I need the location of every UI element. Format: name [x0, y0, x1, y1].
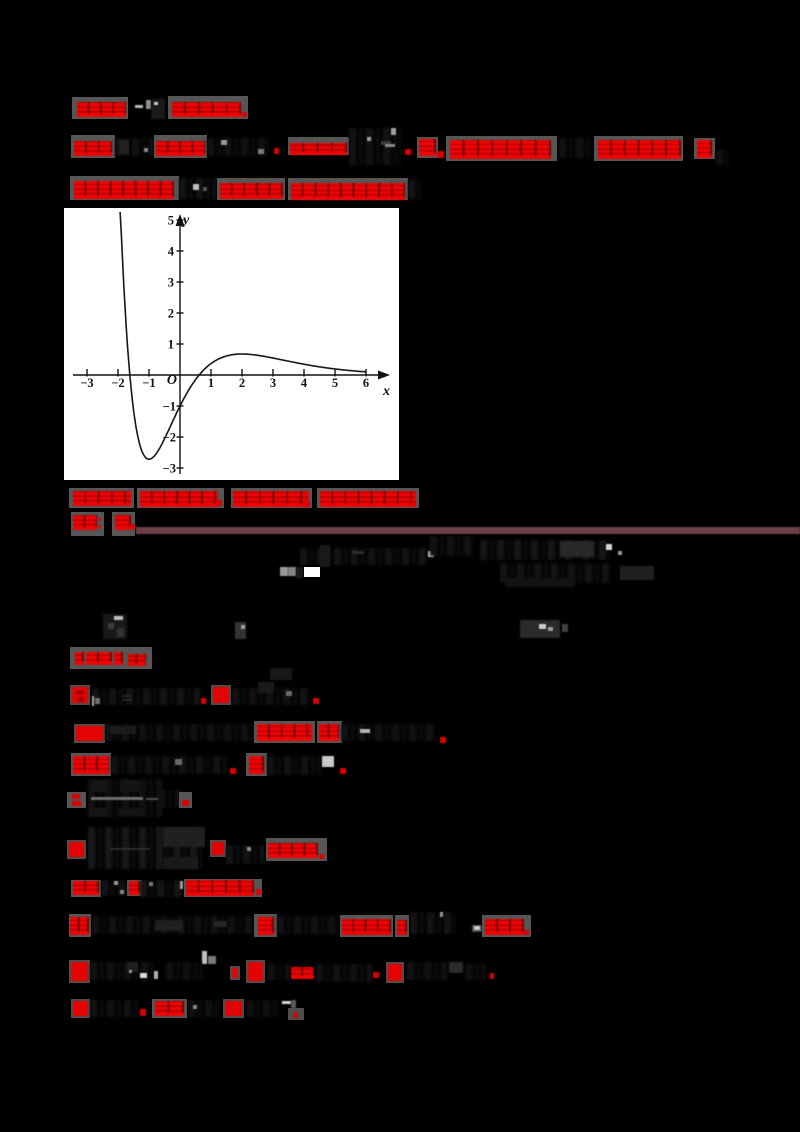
svg-text:x: x — [382, 384, 390, 399]
svg-text:2: 2 — [239, 376, 245, 390]
svg-text:4: 4 — [301, 376, 308, 390]
svg-text:y: y — [181, 213, 190, 228]
svg-text:4: 4 — [168, 245, 175, 259]
svg-text:1: 1 — [208, 376, 214, 390]
svg-text:5: 5 — [168, 214, 174, 228]
svg-text:−2: −2 — [111, 376, 124, 390]
svg-text:2: 2 — [168, 307, 174, 321]
svg-text:6: 6 — [363, 376, 369, 390]
svg-text:−3: −3 — [80, 376, 93, 390]
svg-text:−1: −1 — [163, 400, 176, 414]
svg-text:1: 1 — [168, 338, 174, 352]
svg-text:5: 5 — [332, 376, 338, 390]
svg-text:−3: −3 — [163, 462, 176, 476]
svg-text:3: 3 — [270, 376, 276, 390]
svg-text:−1: −1 — [142, 376, 155, 390]
svg-text:3: 3 — [168, 276, 174, 290]
svg-text:O: O — [167, 373, 177, 388]
